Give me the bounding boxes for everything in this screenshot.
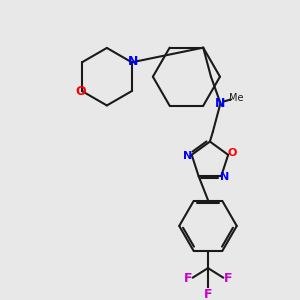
Text: N: N — [215, 97, 226, 110]
Text: F: F — [204, 288, 212, 300]
Text: N: N — [220, 172, 230, 182]
Text: F: F — [224, 272, 233, 285]
Text: N: N — [128, 55, 138, 68]
Text: O: O — [76, 85, 86, 98]
Text: O: O — [227, 148, 237, 158]
Text: F: F — [184, 272, 192, 285]
Text: Me: Me — [229, 93, 243, 103]
Text: N: N — [183, 151, 193, 161]
